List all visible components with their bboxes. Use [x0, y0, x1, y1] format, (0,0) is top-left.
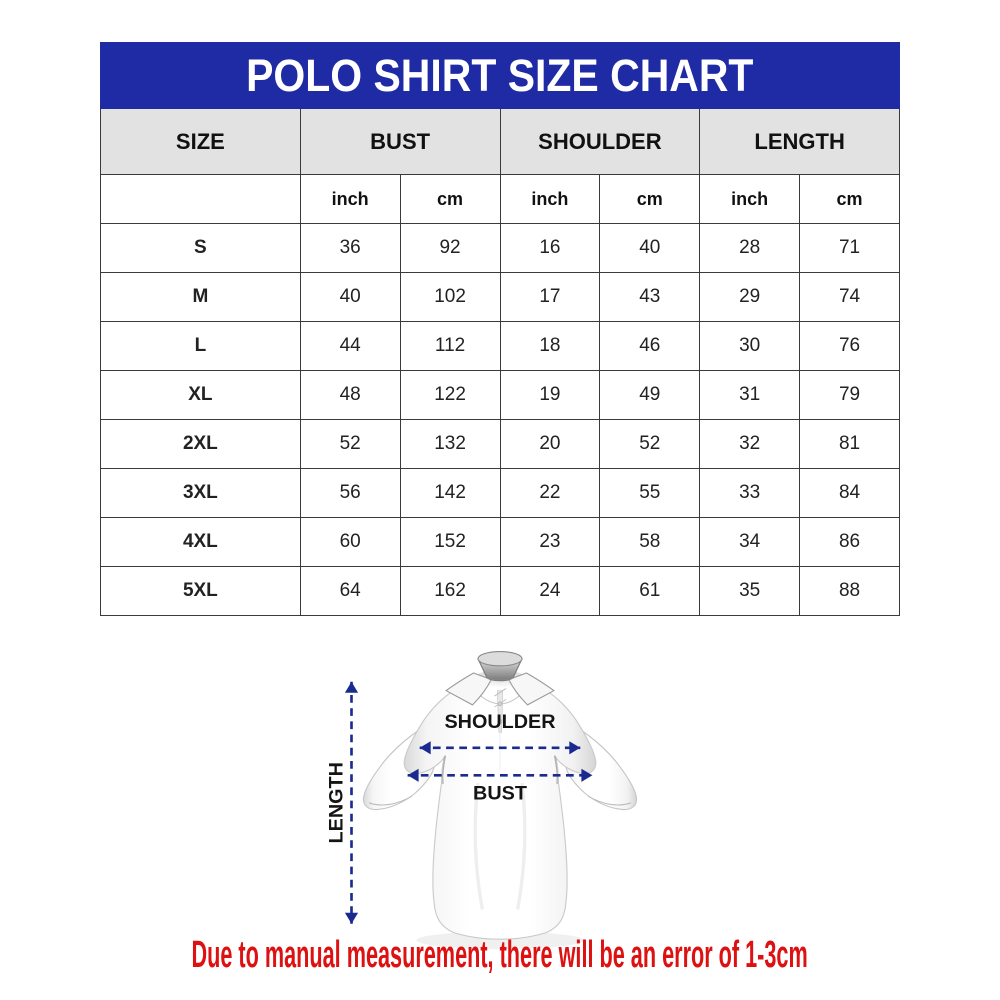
svg-text:SHOULDER: SHOULDER	[444, 711, 555, 733]
svg-text:LENGTH: LENGTH	[326, 762, 348, 843]
svg-text:BUST: BUST	[473, 783, 527, 805]
